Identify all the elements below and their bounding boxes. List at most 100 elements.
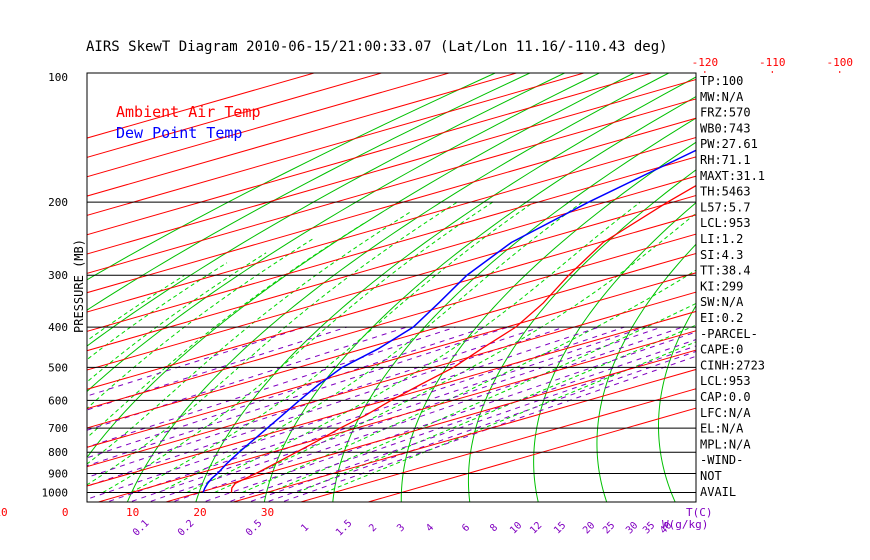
top-tick-label--110: -110 — [759, 56, 786, 69]
index-line-19: LCL:953 — [700, 374, 751, 388]
isotherm--160 — [87, 73, 451, 178]
index-line-25: NOT — [700, 469, 722, 483]
index-line-15: EI:0.2 — [700, 311, 743, 325]
pressure-label-300: 300 — [48, 269, 68, 282]
index-line-1: MW:N/A — [700, 90, 744, 104]
moist-adiabat-4 — [87, 201, 458, 486]
mixing-ratio-label-4: 1.5 — [334, 518, 355, 539]
pressure-label-400: 400 — [48, 321, 68, 334]
moist-adiabat-24 — [214, 212, 696, 493]
isotherm--30 — [87, 252, 696, 429]
mixing-line-10 — [131, 326, 645, 502]
index-line-6: MAXT:31.1 — [700, 169, 765, 183]
moist-adiabat--8 — [87, 238, 314, 410]
index-line-16: -PARCEL- — [700, 327, 758, 341]
mixing-line-3 — [87, 326, 456, 448]
moist-adiabat--20 — [87, 274, 185, 342]
index-line-20: CAP:0.0 — [700, 390, 751, 404]
dry-adiabat-50 — [400, 141, 696, 502]
mixing-ratio-label-9: 8 — [488, 522, 500, 534]
isotherm--140 — [87, 73, 586, 216]
mixing-ratio-label-2: 0.5 — [244, 518, 265, 539]
dry-adiabat-10 — [126, 73, 670, 502]
plot-frame — [86, 72, 697, 503]
isotherm--150 — [87, 73, 519, 197]
mixing-line-17 — [283, 355, 696, 502]
isotherm--100 — [87, 117, 696, 294]
isotherm--80 — [87, 156, 696, 332]
isotherm--20 — [87, 272, 696, 448]
dry-adiabat--40 — [87, 73, 497, 281]
dry-adiabat-30 — [263, 96, 696, 502]
mixing-line-13 — [205, 331, 696, 502]
index-line-11: SI:4.3 — [700, 248, 743, 262]
mixing-line-14 — [230, 339, 696, 502]
index-line-10: LI:1.2 — [700, 232, 743, 246]
dry-adiabat-60 — [467, 169, 696, 502]
isotherm--120 — [87, 79, 696, 255]
bottom-tick-label--10: -10 — [0, 506, 8, 519]
mixing-line-0 — [87, 326, 305, 397]
mixing-ratio-label-12: 15 — [552, 520, 568, 536]
index-line-13: KI:299 — [700, 279, 743, 293]
dry-adiabat-120 — [833, 58, 870, 510]
moist-adiabat-8 — [102, 201, 494, 493]
ambient-air-temp-line — [230, 184, 696, 493]
index-line-17: CAPE:0 — [700, 343, 743, 357]
mixing-ratio-label-14: 25 — [601, 520, 617, 536]
isotherm-30 — [231, 368, 696, 502]
mixing-ratio-label-6: 3 — [395, 522, 407, 534]
dew-point-temp-line — [202, 149, 696, 493]
pressure-label-900: 900 — [48, 467, 68, 480]
bottom-temperature-axis: -50-40-30-20-100102030 — [0, 506, 274, 519]
pressure-label-500: 500 — [48, 361, 68, 374]
isotherm--180 — [87, 73, 316, 139]
mixing-line-8 — [87, 326, 599, 500]
mixing-line-12 — [174, 326, 683, 502]
moist-adiabat-36 — [297, 324, 696, 493]
pressure-label-800: 800 — [48, 446, 68, 459]
index-line-14: SW:N/A — [700, 295, 744, 309]
isotherms — [87, 73, 696, 502]
isotherm-0 — [87, 310, 696, 487]
legend-dew-point-temp: Dew Point Temp — [116, 124, 242, 142]
pressure-label-1000: 1000 — [42, 487, 69, 500]
mixing-ratio-label-0: 0.1 — [131, 518, 152, 539]
moist-adiabat-12 — [130, 201, 535, 493]
top-tick-label--120: -120 — [692, 56, 719, 69]
isotherm--110 — [87, 98, 696, 274]
mixing-line-11 — [150, 326, 662, 502]
mixing-line-15 — [250, 345, 696, 502]
pressure-label-100: 100 — [48, 71, 68, 84]
pressure-label-700: 700 — [48, 422, 68, 435]
mixing-ratio-lines — [87, 326, 696, 502]
dry-adiabat--10 — [87, 73, 601, 393]
mixing-ratio-label-5: 2 — [367, 522, 379, 534]
mixing-ratio-axis: 0.1 0.2 0.5 1 1.5 2 3 4 6 8 10 12 15 20 25 30 35 40 — [131, 518, 674, 539]
moist-adiabat--12 — [87, 252, 267, 383]
moist-adiabat-0 — [87, 210, 413, 465]
dry-adiabat--30 — [87, 73, 532, 311]
isotherm--90 — [87, 136, 696, 313]
index-line-26: AVAIL — [700, 485, 736, 499]
index-line-21: LFC:N/A — [700, 406, 751, 420]
index-line-4: PW:27.61 — [700, 137, 758, 151]
index-line-22: EL:N/A — [700, 422, 744, 436]
mixing-line-9 — [109, 326, 625, 502]
index-line-12: TT:38.4 — [700, 264, 751, 278]
bottom-tick-label-10: 10 — [126, 506, 139, 519]
mixing-line-16 — [268, 350, 696, 502]
index-line-23: MPL:N/A — [700, 437, 751, 451]
pressure-label-200: 200 — [48, 196, 68, 209]
mixing-ratio-label-13: 20 — [581, 520, 597, 536]
chart-title: AIRS SkewT Diagram 2010-06-15/21:00:33.0… — [86, 39, 668, 55]
pressure-axis: 100 200 300 400 500 600 700 800 900 1000 — [42, 71, 69, 500]
mixing-ratio-label-16: 35 — [641, 520, 657, 536]
isotherm--40 — [87, 233, 696, 410]
isotherm-50 — [366, 407, 696, 502]
isotherm-10 — [96, 330, 696, 502]
plot-grid — [87, 58, 870, 510]
index-line-9: LCL:953 — [700, 216, 751, 230]
mixing-ratio-label-3: 1 — [299, 522, 311, 534]
